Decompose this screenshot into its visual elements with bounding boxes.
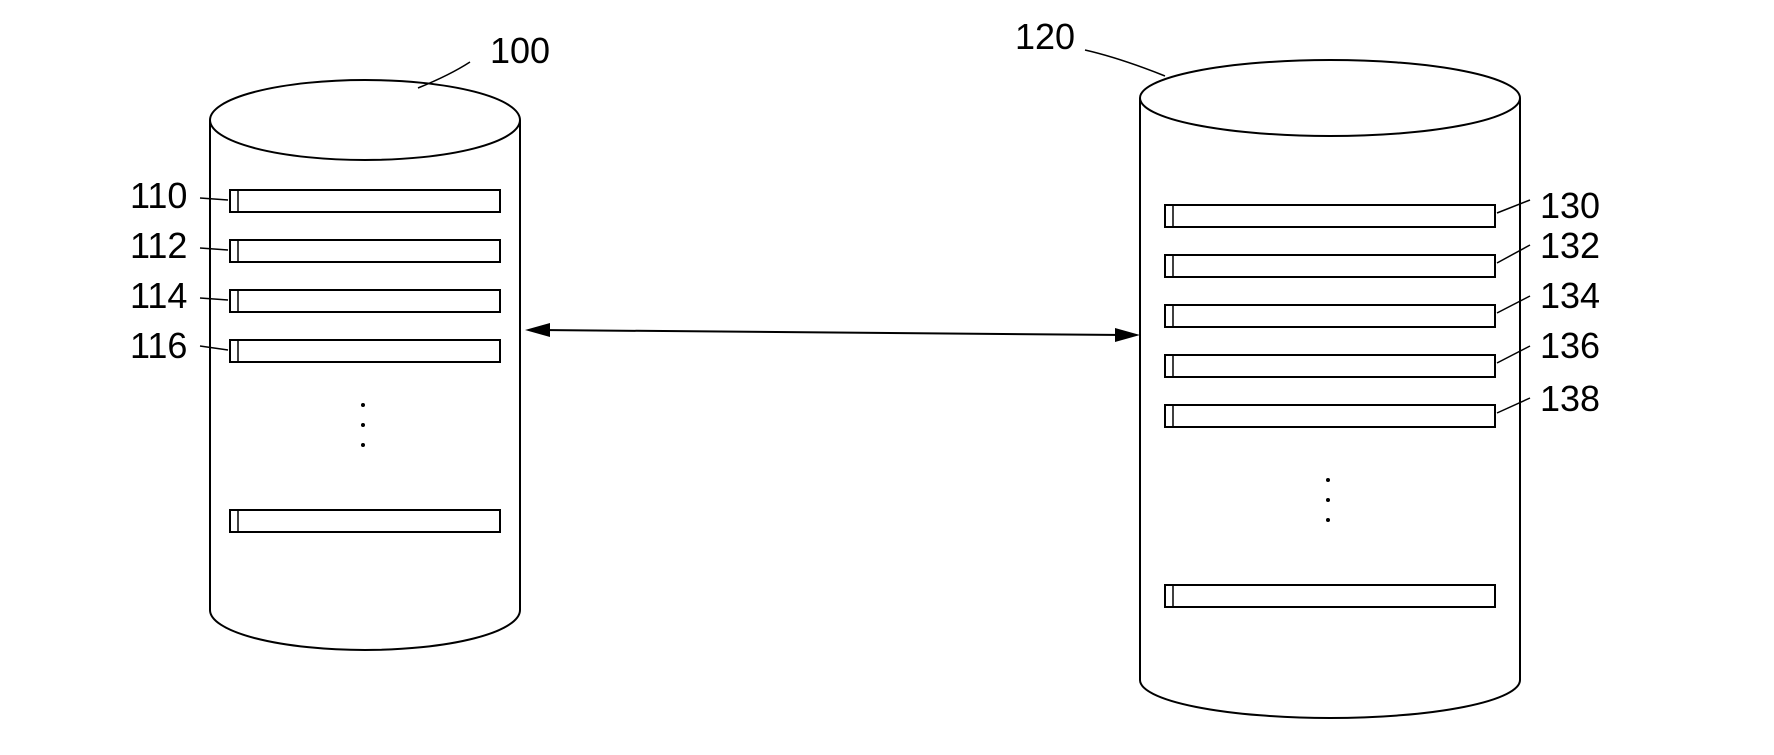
leader-114: [200, 298, 228, 300]
label-136: 136: [1540, 325, 1600, 367]
label-138: 138: [1540, 378, 1600, 420]
slot-130: [1165, 205, 1495, 227]
label-110: 110: [130, 175, 187, 217]
label-114: 114: [130, 275, 187, 317]
label-100: 100: [490, 30, 550, 72]
slot-136: [1165, 355, 1495, 377]
leader-112: [200, 248, 228, 250]
leader-120: [1085, 50, 1165, 76]
leader-138: [1497, 398, 1530, 413]
label-120: 120: [1015, 16, 1075, 58]
slot-116: [230, 340, 500, 362]
left-cylinder: [210, 80, 520, 650]
database-diagram: [0, 0, 1774, 755]
leader-110: [200, 198, 228, 200]
label-134: 134: [1540, 275, 1600, 317]
slot-final-left: [230, 510, 500, 532]
slot-132: [1165, 255, 1495, 277]
slot-134: [1165, 305, 1495, 327]
right-cylinder: [1140, 60, 1520, 718]
slot-112: [230, 240, 500, 262]
leader-130: [1497, 200, 1530, 213]
slot-final-right: [1165, 585, 1495, 607]
slot-110: [230, 190, 500, 212]
leader-136: [1497, 346, 1530, 363]
leader-132: [1497, 245, 1530, 263]
slot-114: [230, 290, 500, 312]
label-132: 132: [1540, 225, 1600, 267]
leader-134: [1497, 296, 1530, 313]
slot-138: [1165, 405, 1495, 427]
leader-100: [418, 62, 470, 88]
bidirectional-arrow: [525, 323, 1140, 342]
leader-116: [200, 346, 228, 350]
label-112: 112: [130, 225, 187, 267]
label-116: 116: [130, 325, 187, 367]
label-130: 130: [1540, 185, 1600, 227]
